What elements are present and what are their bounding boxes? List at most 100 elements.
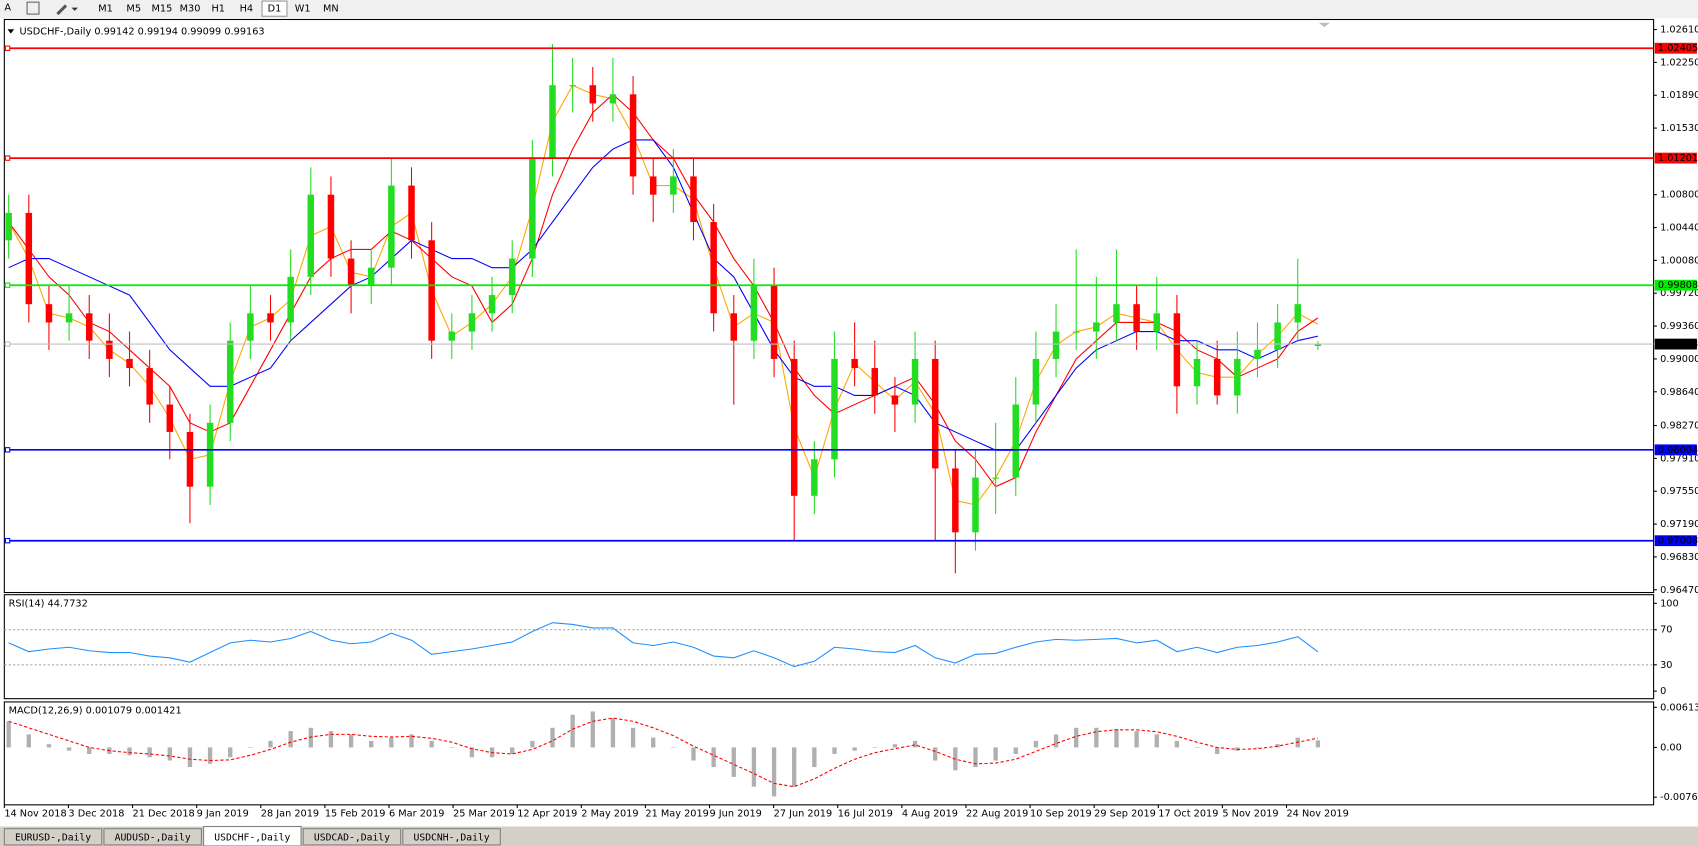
macd-bar bbox=[369, 740, 374, 748]
period-button[interactable]: MN bbox=[323, 4, 339, 15]
tab-label[interactable]: USDCHF-,Daily bbox=[214, 832, 290, 843]
rsi-line bbox=[8, 622, 1319, 668]
candle-body bbox=[891, 395, 899, 405]
candle-body bbox=[327, 194, 335, 259]
macd-bar bbox=[610, 718, 616, 748]
x-tick-label: 14 Nov 2018 bbox=[4, 809, 66, 820]
candle-body bbox=[508, 258, 516, 296]
candle-body bbox=[1113, 304, 1120, 323]
x-tick-label: 9 Jan 2019 bbox=[197, 809, 249, 820]
tab[interactable] bbox=[3, 828, 103, 846]
macd-bar bbox=[590, 711, 595, 748]
panel-menu[interactable] bbox=[7, 29, 15, 34]
draw-tool[interactable] bbox=[56, 4, 68, 16]
candle-body bbox=[952, 468, 959, 533]
text-tool[interactable]: A bbox=[4, 3, 11, 14]
moving-average bbox=[8, 84, 1319, 506]
macd-bar bbox=[671, 747, 676, 748]
y-tick-label: 0.98270 bbox=[1660, 421, 1698, 432]
period-button[interactable]: H4 bbox=[240, 4, 254, 15]
macd-bar bbox=[268, 740, 273, 748]
candle-body bbox=[45, 304, 53, 323]
candle-body bbox=[569, 85, 576, 87]
horizontal-level-handle[interactable] bbox=[4, 45, 11, 51]
macd-bar bbox=[187, 747, 193, 768]
y-tick-label: 1.02250 bbox=[1660, 57, 1698, 68]
macd-bar bbox=[550, 727, 555, 748]
period-button[interactable]: M15 bbox=[151, 4, 172, 15]
candle-body bbox=[831, 358, 838, 460]
candle-body bbox=[911, 358, 919, 405]
candle-body bbox=[367, 267, 375, 286]
draw-tool-menu[interactable] bbox=[71, 7, 78, 11]
tab-label[interactable]: EURUSD-,Daily bbox=[15, 832, 91, 843]
macd-bar bbox=[1215, 747, 1220, 754]
tab-label[interactable]: USDCNH-,Daily bbox=[413, 832, 489, 843]
period-button[interactable]: M5 bbox=[126, 4, 141, 15]
period-button[interactable]: M30 bbox=[180, 4, 201, 15]
horizontal-level-handle[interactable] bbox=[4, 447, 11, 453]
horizontal-level-handle[interactable] bbox=[4, 537, 11, 544]
x-tick-label: 25 Mar 2019 bbox=[453, 809, 515, 820]
y-tick-label: 0.00 bbox=[1660, 742, 1682, 753]
y-tick-label: 1.00800 bbox=[1660, 190, 1698, 201]
period-button[interactable]: H1 bbox=[211, 4, 225, 15]
candle-body bbox=[146, 368, 153, 405]
horizontal-level-label-box bbox=[1654, 152, 1697, 164]
macd-signal bbox=[8, 717, 1319, 788]
candle-body bbox=[468, 313, 476, 332]
candle-body bbox=[408, 185, 415, 241]
candle-body bbox=[670, 176, 677, 195]
macd-bar bbox=[912, 740, 918, 748]
y-tick-label: 1.01890 bbox=[1660, 90, 1698, 101]
x-tick-label: 12 Apr 2019 bbox=[517, 809, 577, 820]
current-price-line-handle[interactable] bbox=[4, 341, 11, 347]
macd-bar bbox=[1074, 727, 1079, 748]
candle-body bbox=[166, 404, 174, 432]
macd-bar bbox=[1154, 734, 1159, 748]
macd-bar bbox=[973, 747, 978, 768]
period-button[interactable]: W1 bbox=[295, 4, 311, 15]
candle-body bbox=[1193, 358, 1201, 387]
macd-bar bbox=[892, 744, 898, 748]
macd-bar bbox=[812, 747, 817, 768]
label-tool[interactable] bbox=[26, 1, 40, 15]
horizontal-level-handle[interactable] bbox=[4, 282, 11, 288]
horizontal-level-label-box bbox=[1654, 42, 1697, 54]
horizontal-level-label: 0.99808 bbox=[1658, 280, 1698, 291]
macd-bar bbox=[993, 747, 998, 761]
candle-body bbox=[1133, 304, 1140, 332]
candle-body bbox=[529, 158, 536, 259]
rsi-panel bbox=[3, 594, 1655, 700]
horizontal-level-handle[interactable] bbox=[4, 155, 11, 161]
period-button[interactable]: D1 bbox=[268, 4, 282, 15]
candle-body bbox=[1213, 358, 1221, 396]
tab[interactable] bbox=[402, 828, 501, 846]
macd-bar bbox=[651, 737, 656, 748]
candle-body bbox=[790, 358, 798, 496]
candle-body bbox=[1294, 304, 1302, 323]
x-tick-label: 15 Feb 2019 bbox=[325, 809, 386, 820]
y-tick-label: 0 bbox=[1660, 686, 1666, 697]
tab[interactable] bbox=[302, 828, 402, 846]
tab[interactable] bbox=[203, 825, 302, 846]
candle-body bbox=[347, 258, 355, 286]
tab-label[interactable]: USDCAD-,Daily bbox=[314, 832, 390, 843]
x-tick-label: 22 Aug 2019 bbox=[966, 809, 1028, 820]
candle-body bbox=[609, 94, 617, 104]
macd-bar bbox=[248, 747, 253, 748]
candle-body bbox=[307, 194, 315, 277]
y-tick-label: 1.00080 bbox=[1660, 255, 1698, 266]
candle-body bbox=[750, 285, 758, 341]
candle-body bbox=[206, 422, 214, 487]
y-tick-label: 70 bbox=[1660, 625, 1672, 636]
tab-label[interactable]: AUDUSD-,Daily bbox=[115, 832, 191, 843]
candle-body bbox=[126, 358, 133, 369]
macd-bar bbox=[872, 747, 877, 748]
main-panel bbox=[3, 18, 1655, 594]
y-tick-label: 0.00613 bbox=[1660, 702, 1698, 713]
tab[interactable] bbox=[103, 828, 202, 846]
candle-body bbox=[85, 313, 93, 341]
macd-bar bbox=[570, 714, 575, 748]
period-button[interactable]: M1 bbox=[98, 4, 113, 15]
